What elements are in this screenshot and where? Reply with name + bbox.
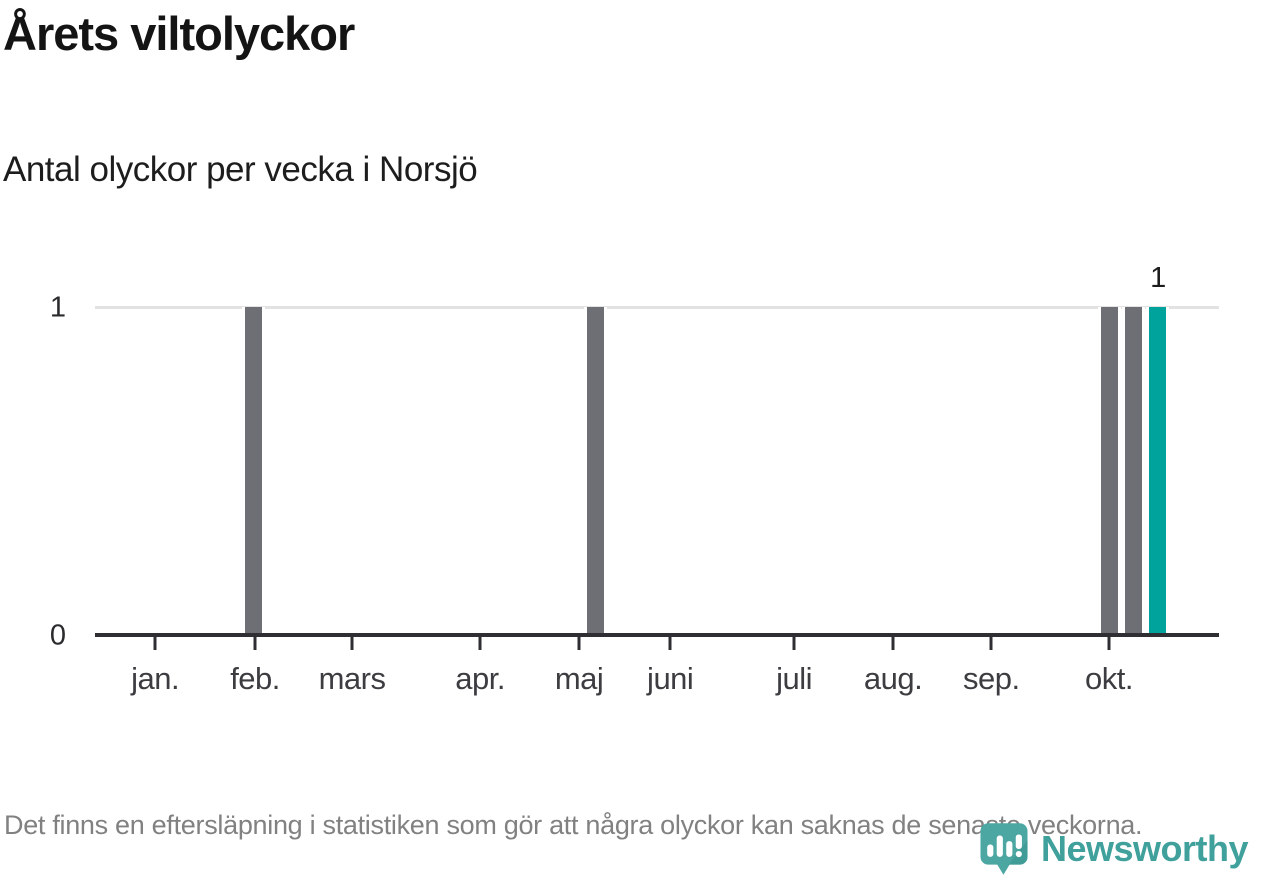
- x-axis-label-feb: feb.: [230, 661, 280, 696]
- bar-week-44: [1146, 307, 1170, 633]
- x-axis-tick-okt: [1107, 637, 1111, 650]
- newsworthy-logo-icon: [980, 823, 1028, 875]
- bar-week-7: [242, 307, 266, 633]
- x-axis-tick-sep: [989, 637, 993, 650]
- bar-week-42: [1097, 307, 1121, 633]
- x-axis-tick-juni: [668, 637, 672, 650]
- x-axis-line: [95, 633, 1219, 637]
- x-axis-label-apr: apr.: [455, 661, 505, 696]
- footnote: Det finns en eftersläpning i statistiken…: [4, 810, 1143, 840]
- x-axis-label-jan: jan.: [131, 661, 180, 696]
- x-axis-label-mars: mars: [318, 661, 386, 696]
- x-axis-label-sep: sep.: [962, 661, 1020, 696]
- x-axis-label-okt: okt.: [1085, 661, 1134, 696]
- bar-value-label: 1: [1150, 262, 1166, 294]
- page-title: Årets viltolyckor: [3, 7, 355, 60]
- plot-area: 1 jan. feb. mars apr. maj juni juli aug. sep. okt.: [95, 262, 1219, 696]
- x-axis-label-juni: juni: [647, 661, 694, 696]
- newsworthy-logo-text: Newsworthy: [1040, 828, 1249, 869]
- x-axis-tick-maj: [577, 637, 581, 650]
- page-subtitle: Antal olyckor per vecka i Norsjö: [3, 150, 478, 189]
- y-axis-tick-label-1: 1: [49, 291, 66, 324]
- x-axis-tick-mars: [350, 637, 354, 650]
- x-axis-tick-jan: [153, 637, 157, 650]
- x-axis-label-juli: juli: [776, 661, 813, 696]
- x-axis-tick-feb: [253, 637, 257, 650]
- weekly-accidents-bar-chart: 1 0 1 jan. feb. mars apr. maj juni juli aug. sep.…: [49, 262, 1219, 696]
- bar-week-21: [584, 307, 608, 633]
- x-axis-tick-juli: [792, 637, 796, 650]
- newsworthy-logo: Newsworthy: [975, 821, 1249, 877]
- gridline-y1: [95, 306, 1219, 309]
- y-axis-tick-label-0: 0: [49, 619, 66, 652]
- x-axis-tick-apr: [478, 637, 482, 650]
- x-axis-tick-aug: [891, 637, 895, 650]
- bar-week-43: [1121, 307, 1145, 633]
- x-axis-label-maj: maj: [554, 661, 604, 696]
- x-axis-label-aug: aug.: [863, 661, 923, 696]
